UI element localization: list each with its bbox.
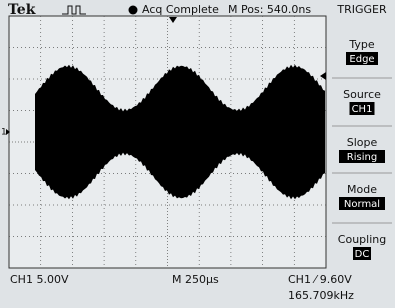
menu-label: Mode xyxy=(347,183,377,196)
acquisition-status: Acq Complete xyxy=(142,3,219,16)
horizontal-position: M Pos: 540.0ns xyxy=(228,3,311,16)
menu-value: CH1 xyxy=(352,104,373,115)
menu-option[interactable]: Rising xyxy=(339,150,385,163)
frequency: 165.709kHz xyxy=(288,289,354,302)
menu-value: Rising xyxy=(347,152,377,163)
menu-option[interactable]: Normal xyxy=(339,197,385,210)
menu-label: Type xyxy=(348,38,374,51)
waveform xyxy=(35,65,325,200)
oscilloscope-screen: Tek Acq Complete M Pos: 540.0ns 1 TRIGGE… xyxy=(0,0,395,308)
menu-value: Edge xyxy=(349,54,374,65)
menu-label: Source xyxy=(343,88,381,101)
channel-scale: CH1 5.00V xyxy=(10,273,69,286)
menu-title: TRIGGER xyxy=(336,3,387,16)
brand: Tek xyxy=(8,2,36,18)
trigger-level: CH1 ⁄ 9.60V xyxy=(288,273,352,286)
timebase: M 250µs xyxy=(172,273,219,286)
menu-option[interactable]: Edge xyxy=(346,52,378,65)
menu-label: Slope xyxy=(347,136,378,149)
menu-option[interactable]: CH1 xyxy=(350,102,375,115)
menu-value: Normal xyxy=(344,199,380,210)
status-bullet xyxy=(129,6,138,15)
menu-value: DC xyxy=(355,249,370,260)
menu-label: Coupling xyxy=(338,233,386,246)
channel-marker: 1 xyxy=(1,128,7,138)
menu-option[interactable]: DC xyxy=(353,247,371,260)
